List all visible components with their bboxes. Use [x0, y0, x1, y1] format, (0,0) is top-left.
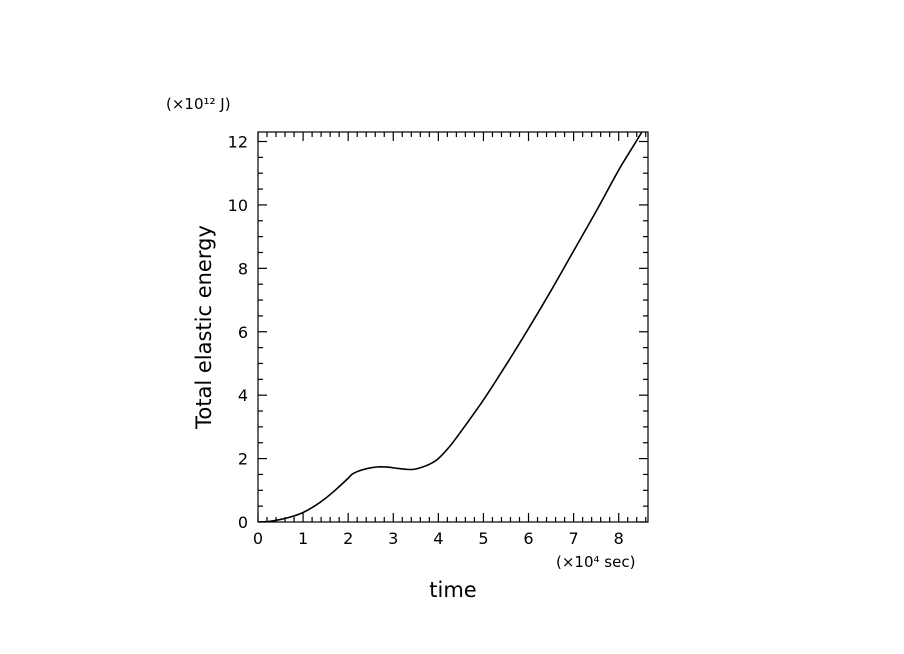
- x-tick-label: 7: [569, 529, 579, 548]
- y-unit-label: (×10¹² J): [166, 95, 231, 113]
- x-tick-label: 1: [298, 529, 308, 548]
- series-line: [258, 132, 643, 522]
- x-tick-label: 2: [343, 529, 353, 548]
- x-tick-label: 8: [614, 529, 624, 548]
- plot-frame: [257, 131, 649, 523]
- y-tick-label: 8: [238, 259, 248, 278]
- y-tick-label: 6: [238, 323, 248, 342]
- x-unit-label: (×10⁴ sec): [556, 553, 635, 571]
- y-tick-label: 4: [238, 386, 248, 405]
- x-tick-label: 4: [433, 529, 443, 548]
- y-tick-label: 12: [228, 133, 248, 152]
- x-tick-label: 0: [253, 529, 263, 548]
- x-tick-label: 3: [388, 529, 398, 548]
- axis-ticks: [257, 132, 648, 523]
- y-axis-title: Total elastic energy: [192, 225, 216, 430]
- x-tick-label: 6: [523, 529, 533, 548]
- x-axis-title: time: [429, 578, 476, 602]
- y-tick-label: 10: [228, 196, 248, 215]
- y-tick-label: 0: [238, 513, 248, 532]
- x-tick-label: 5: [478, 529, 488, 548]
- y-tick-label: 2: [238, 450, 248, 469]
